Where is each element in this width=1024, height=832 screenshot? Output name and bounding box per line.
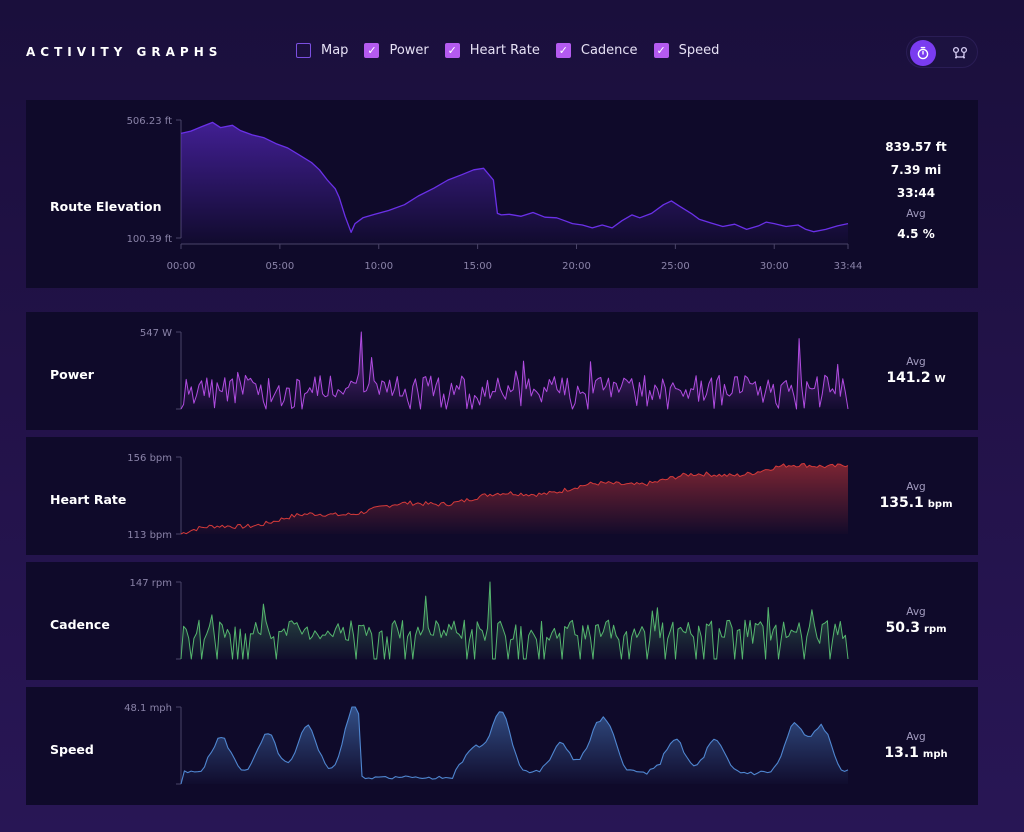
speed-avg-value: 13.1 <box>884 745 919 761</box>
elevation-area-fill <box>181 122 848 244</box>
power-y-tick-label: 547 W <box>140 328 172 339</box>
duration-value: 33:44 <box>896 186 936 200</box>
power-avg-value: 141.2 <box>886 370 931 386</box>
speed-label: Speed <box>50 742 94 757</box>
heart-rate-avg-label: Avg <box>906 481 926 493</box>
toggle-speed[interactable]: ✓ Speed <box>653 43 720 58</box>
elevation-x-tick-label: 25:00 <box>661 261 690 272</box>
power-chart[interactable]: 547 W <box>26 312 978 430</box>
speed-area-fill <box>181 707 848 784</box>
cadence-series-line[interactable] <box>180 581 849 660</box>
heart-rate-avg: Avg 135.1 bpm <box>856 481 976 511</box>
power-avg: Avg 141.2 W <box>856 356 976 386</box>
checkbox-unchecked-icon[interactable] <box>296 43 311 58</box>
view-mode-switch <box>906 36 978 68</box>
toggle-power[interactable]: ✓ Power <box>364 43 429 58</box>
checkbox-checked-icon[interactable]: ✓ <box>364 43 380 58</box>
cadence-avg: Avg 50.3 rpm <box>856 606 976 636</box>
heart-rate-series-line[interactable] <box>180 463 849 535</box>
cadence-chart[interactable]: 147 rpm <box>26 562 978 680</box>
toggle-heart-rate-label: Heart Rate <box>469 43 540 58</box>
elevation-x-tick-label: 05:00 <box>265 261 294 272</box>
heart-rate-panel: Heart Rate 156 bpm 113 bpm Avg 135.1 bpm <box>26 437 978 555</box>
speed-avg: Avg 13.1 mph <box>856 731 976 761</box>
checkbox-checked-icon[interactable]: ✓ <box>653 43 669 58</box>
elevation-y-tick-label: 506.23 ft <box>127 116 173 127</box>
power-area-fill <box>181 332 848 409</box>
time-mode-button[interactable] <box>910 40 936 66</box>
speed-series-line[interactable] <box>180 706 849 785</box>
power-label: Power <box>50 367 94 382</box>
heart-rate-avg-unit: bpm <box>927 499 953 510</box>
cadence-avg-value: 50.3 <box>885 620 921 636</box>
elevation-panel: Route Elevation 506.23 ft 100.39 ft 00:00 0… <box>26 100 978 288</box>
toggle-map[interactable]: Map <box>296 43 348 58</box>
speed-avg-label: Avg <box>906 731 926 743</box>
speed-y-tick-label: 48.1 mph <box>124 703 172 714</box>
speed-chart[interactable]: 48.1 mph <box>26 687 978 805</box>
toggle-speed-label: Speed <box>678 43 720 58</box>
checkbox-checked-icon[interactable]: ✓ <box>555 43 571 58</box>
heart-rate-area-fill <box>181 463 848 534</box>
power-series-line[interactable] <box>180 331 849 410</box>
elevation-x-tick-label: 33:44 <box>834 261 863 272</box>
elevation-x-tick-label: 20:00 <box>562 261 591 272</box>
cadence-label: Cadence <box>50 617 110 632</box>
graph-toggles: Map ✓ Power ✓ Heart Rate ✓ Cadence ✓ Spe… <box>296 43 719 58</box>
elevation-chart[interactable]: 506.23 ft 100.39 ft 00:00 05:00 10:00 15:00 20… <box>26 100 978 288</box>
toggle-cadence-label: Cadence <box>580 43 638 58</box>
toggle-power-label: Power <box>389 43 429 58</box>
heart-rate-y-tick-label: 156 bpm <box>127 453 172 464</box>
distance-value: 7.39 mi <box>890 163 942 177</box>
elevation-x-tick-label: 00:00 <box>167 261 196 272</box>
heart-rate-avg-value: 135.1 <box>879 495 924 511</box>
power-avg-unit: W <box>934 374 946 385</box>
speed-avg-unit: mph <box>922 749 948 760</box>
cadence-avg-unit: rpm <box>924 624 947 635</box>
header-bar: ACTIVITY GRAPHS Map ✓ Power ✓ Heart Rate… <box>0 0 1024 100</box>
checkbox-checked-icon[interactable]: ✓ <box>444 43 460 58</box>
elevation-label: Route Elevation <box>50 199 162 214</box>
elevation-x-tick-label: 15:00 <box>463 261 492 272</box>
elevation-x-tick-label: 10:00 <box>364 261 393 272</box>
cadence-y-tick-label: 147 rpm <box>130 578 172 589</box>
cadence-area-fill <box>181 582 848 659</box>
route-icon <box>952 46 968 59</box>
heart-rate-label: Heart Rate <box>50 492 127 507</box>
avg-grade-label: Avg <box>906 208 926 220</box>
speed-panel: Speed 48.1 mph Avg 13.1 mph <box>26 687 978 805</box>
heart-rate-chart[interactable]: 156 bpm 113 bpm <box>26 437 978 555</box>
cadence-panel: Cadence 147 rpm Avg 50.3 rpm <box>26 562 978 680</box>
power-panel: Power 547 W Avg 141.2 W <box>26 312 978 430</box>
page-title: ACTIVITY GRAPHS <box>26 45 223 59</box>
elevation-y-tick-label: 100.39 ft <box>127 234 173 245</box>
power-avg-label: Avg <box>906 356 926 368</box>
toggle-heart-rate[interactable]: ✓ Heart Rate <box>444 43 540 58</box>
total-elevation-value: 839.57 ft <box>885 140 947 154</box>
elevation-stats: 839.57 ft 7.39 mi 33:44 Avg 4.5 % <box>856 140 976 241</box>
heart-rate-y-tick-label: 113 bpm <box>127 530 172 541</box>
avg-grade-value: 4.5 % <box>897 227 935 241</box>
toggle-cadence[interactable]: ✓ Cadence <box>555 43 638 58</box>
elevation-x-tick-label: 30:00 <box>760 261 789 272</box>
elevation-series-line[interactable] <box>180 121 849 233</box>
cadence-avg-label: Avg <box>906 606 926 618</box>
toggle-map-label: Map <box>321 43 349 58</box>
stopwatch-icon <box>917 46 929 60</box>
distance-mode-button[interactable] <box>947 40 973 66</box>
